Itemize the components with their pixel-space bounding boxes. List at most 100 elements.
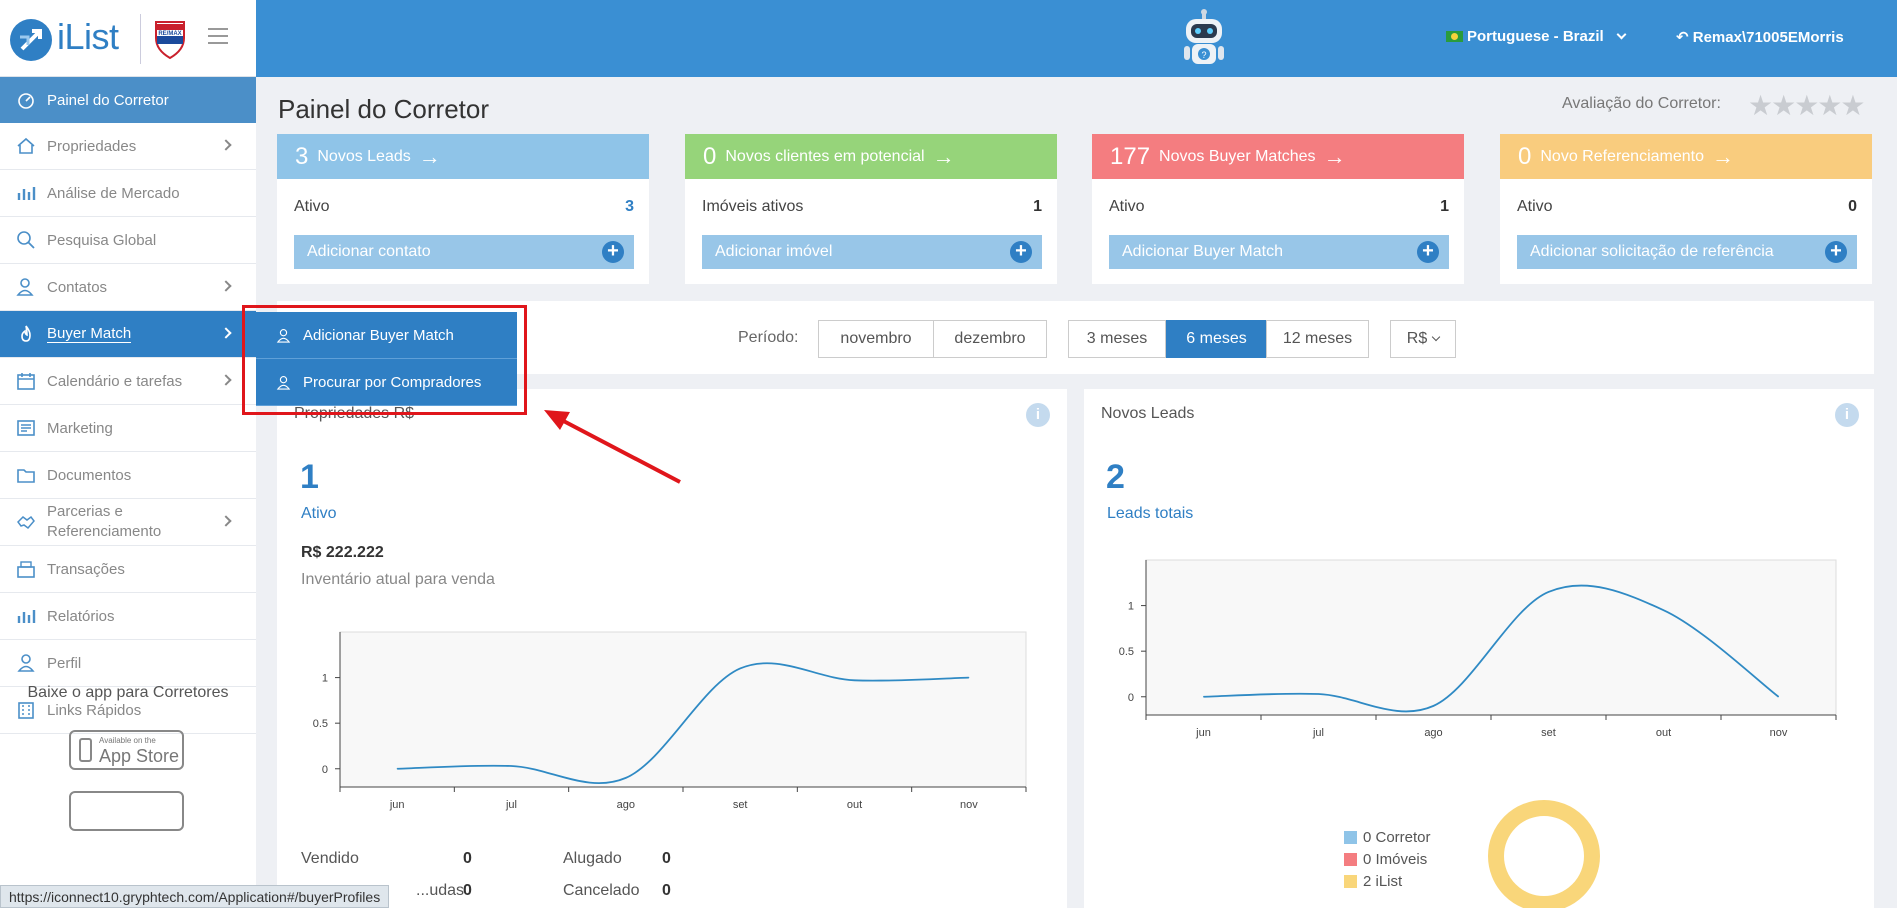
plot-area xyxy=(1145,559,1837,716)
month-november-button[interactable]: novembro xyxy=(818,320,934,358)
card-row: Ativo 0 xyxy=(1517,198,1857,216)
card-count: 177 xyxy=(1110,142,1151,170)
sidebar-item-label: Contatos xyxy=(47,278,108,296)
chevron-right-icon xyxy=(220,515,232,527)
row-value[interactable]: 3 xyxy=(625,198,634,215)
row-label: Ativo xyxy=(1109,198,1145,215)
user-menu[interactable]: ↶ Remax\71005EMorris xyxy=(1676,28,1844,46)
active-link[interactable]: Ativo xyxy=(301,505,337,522)
add-property-button[interactable]: Adicionar imóvel + xyxy=(702,235,1042,269)
hamburger-menu-icon[interactable] xyxy=(208,28,228,48)
brazil-flag-icon xyxy=(1446,31,1463,42)
stat-cancelado: Cancelado 0 xyxy=(563,882,671,900)
undo-arrow-icon: ↶ xyxy=(1676,29,1689,46)
range-6-months-button[interactable]: 6 meses xyxy=(1166,320,1267,358)
page-title: Painel do Corretor xyxy=(278,94,489,124)
plus-icon: + xyxy=(1825,241,1847,263)
card-header[interactable]: 0 Novo Referenciamento → xyxy=(1500,134,1872,179)
logo-text: iList xyxy=(57,16,119,57)
submenu-search-buyers[interactable]: Procurar por Compradores xyxy=(256,359,517,406)
total-leads-link[interactable]: Leads totais xyxy=(1107,505,1194,522)
button-label: Adicionar imóvel xyxy=(715,243,833,260)
google-play-badge[interactable] xyxy=(69,791,184,831)
row-label: Ativo xyxy=(294,198,330,215)
legend-label: 0 Corretor xyxy=(1363,828,1431,846)
svg-text:?: ? xyxy=(1201,50,1206,60)
plot-area xyxy=(339,631,1027,788)
sidebar-item-label: Relatórios xyxy=(47,607,115,625)
robot-assistant-icon[interactable]: ? xyxy=(1180,8,1228,70)
info-icon[interactable]: i xyxy=(1026,403,1050,427)
stat-label: Cancelado xyxy=(563,882,640,899)
remax-balloon-icon: RE/MAX xyxy=(155,21,185,60)
sidebar-item-links-rapidos[interactable]: Links Rápidos xyxy=(0,687,256,734)
sidebar-item-buyer-match[interactable]: Buyer Match xyxy=(0,311,256,358)
language-selector[interactable]: Portuguese - Brazil xyxy=(1446,28,1627,45)
row-value: 0 xyxy=(1848,198,1857,215)
card-header[interactable]: 177 Novos Buyer Matches → xyxy=(1092,134,1464,179)
stat-expiradas: ...udas 0 xyxy=(416,882,472,900)
y-tick-label: 0.5 xyxy=(313,718,328,730)
sidebar-item-analise-mercado[interactable]: Análise de Mercado xyxy=(0,170,256,217)
data-point xyxy=(1778,696,1779,698)
info-icon[interactable]: i xyxy=(1835,403,1859,427)
month-december-button[interactable]: dezembro xyxy=(933,320,1047,358)
sidebar-item-parcerias[interactable]: Parcerias e Referenciamento xyxy=(0,499,256,546)
card-row: Imóveis ativos 1 xyxy=(702,198,1042,216)
submenu-add-buyer-match[interactable]: Adicionar Buyer Match xyxy=(256,312,517,359)
card-title: Novos Buyer Matches xyxy=(1159,147,1316,165)
appstore-small-text: Available on the xyxy=(99,736,156,745)
arrow-right-icon: → xyxy=(932,143,955,169)
app-store-badge[interactable]: Available on the App Store xyxy=(69,730,184,770)
data-point xyxy=(396,768,398,770)
user-icon xyxy=(17,654,35,672)
sidebar-item-pesquisa-global[interactable]: Pesquisa Global xyxy=(0,217,256,264)
logo-divider xyxy=(140,14,141,64)
card-header[interactable]: 0 Novos clientes em potencial → xyxy=(685,134,1057,179)
chevron-right-icon xyxy=(220,374,232,386)
card-header[interactable]: 3 Novos Leads → xyxy=(277,134,649,179)
inventory-label: Inventário atual para venda xyxy=(301,571,495,588)
rating-stars[interactable]: ★★★★★ xyxy=(1748,90,1866,121)
currency-dropdown[interactable]: R$ xyxy=(1390,320,1456,358)
x-tick-label: jul xyxy=(1312,727,1324,739)
sidebar-item-transacoes[interactable]: Transações xyxy=(0,546,256,593)
sidebar-item-documentos[interactable]: Documentos xyxy=(0,452,256,499)
x-tick-label: out xyxy=(847,799,862,811)
card-title: Novo Referenciamento xyxy=(1540,147,1704,165)
data-point xyxy=(1433,705,1434,707)
sidebar-item-painel[interactable]: Painel do Corretor xyxy=(0,77,256,123)
y-tick-label: 1 xyxy=(322,673,328,685)
legend-item: 0 Corretor xyxy=(1344,826,1431,848)
y-tick-label: 1 xyxy=(1128,601,1134,613)
add-referral-request-button[interactable]: Adicionar solicitação de referência + xyxy=(1517,235,1857,269)
card-referenciamento: 0 Novo Referenciamento → Ativo 0 Adiciona… xyxy=(1500,134,1872,284)
sidebar-item-label: Painel do Corretor xyxy=(47,91,169,109)
sidebar-item-perfil[interactable]: Perfil xyxy=(0,640,256,687)
stat-alugado: Alugado 0 xyxy=(563,850,671,868)
sidebar-item-label: Marketing xyxy=(47,419,113,437)
x-tick-label: ago xyxy=(617,799,635,811)
plus-icon: + xyxy=(1417,241,1439,263)
sidebar-item-calendario[interactable]: Calendário e tarefas xyxy=(0,358,256,405)
range-12-months-button[interactable]: 12 meses xyxy=(1266,320,1369,358)
sidebar-item-label: Propriedades xyxy=(47,137,137,155)
sidebar-item-contatos[interactable]: Contatos xyxy=(0,264,256,311)
data-point xyxy=(1663,609,1664,611)
sidebar-item-marketing[interactable]: Marketing xyxy=(0,405,256,452)
add-contact-button[interactable]: Adicionar contato + xyxy=(294,235,634,269)
label-line-2: Referenciamento xyxy=(47,523,162,540)
calendar-icon xyxy=(17,373,35,390)
sidebar: Painel do Corretor Propriedades Análise … xyxy=(0,77,256,908)
range-3-months-button[interactable]: 3 meses xyxy=(1068,320,1166,358)
leads-legend: 0 Corretor 0 Imóveis 2 iList xyxy=(1344,826,1431,892)
card-count: 0 xyxy=(703,142,717,170)
x-tick-label: set xyxy=(1541,727,1556,739)
sidebar-item-propriedades[interactable]: Propriedades xyxy=(0,123,256,170)
properties-line-chart: 0 0.5 1 jun jul ago set out nov xyxy=(313,631,1027,811)
row-label: Imóveis ativos xyxy=(702,198,804,215)
sidebar-item-relatorios[interactable]: Relatórios xyxy=(0,593,256,640)
add-buyer-match-button[interactable]: Adicionar Buyer Match + xyxy=(1109,235,1449,269)
x-tick-label: nov xyxy=(960,799,978,811)
x-tick-label: ago xyxy=(1424,727,1442,739)
